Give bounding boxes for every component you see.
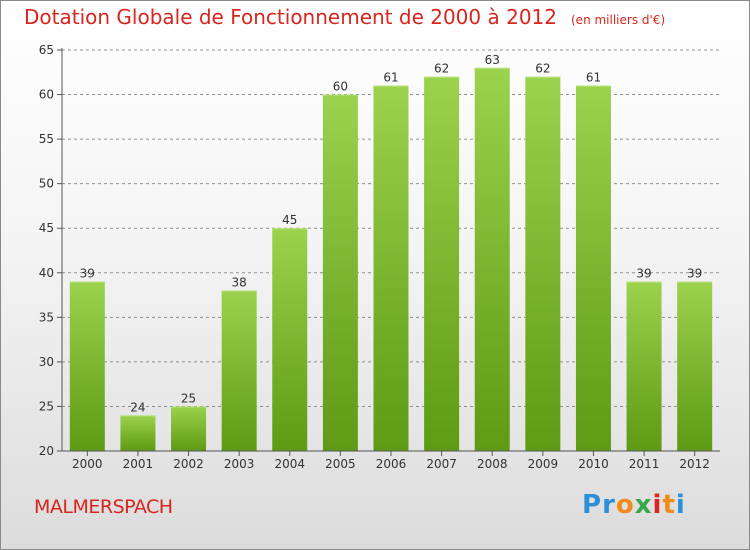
logo-letter: x xyxy=(634,490,653,520)
y-tick-label: 25 xyxy=(39,399,54,413)
x-tick-label: 2001 xyxy=(123,457,154,471)
y-tick-label: 30 xyxy=(39,355,54,369)
axes xyxy=(57,48,720,456)
bar xyxy=(525,76,561,451)
data-label: 62 xyxy=(535,62,550,76)
x-tick-label: 2005 xyxy=(325,457,356,471)
logo-letter: t xyxy=(662,490,676,520)
x-tick-label: 2012 xyxy=(679,457,710,471)
bar xyxy=(626,281,662,451)
bars xyxy=(69,67,713,452)
x-tick-label: 2004 xyxy=(274,457,305,471)
y-tick-label: 40 xyxy=(39,266,54,280)
logo-letter: r xyxy=(602,490,616,520)
proxiti-logo[interactable]: Proxiti xyxy=(582,490,686,520)
y-tick-label: 65 xyxy=(39,43,54,57)
data-label: 61 xyxy=(586,71,601,85)
logo-letter: i xyxy=(652,490,663,520)
bar xyxy=(373,85,409,452)
labels: 20 25 30 35 40 45 50 55 60 65 39 2000 24 2001 25 2002 38… xyxy=(39,43,710,471)
x-tick-label: 2008 xyxy=(477,457,508,471)
data-label: 45 xyxy=(282,213,297,227)
chart-title-text: Dotation Globale de Fonctionnement de 20… xyxy=(24,5,557,29)
bar xyxy=(322,94,358,452)
x-tick-label: 2006 xyxy=(376,457,407,471)
logo-letter: i xyxy=(675,490,686,520)
x-tick-label: 2003 xyxy=(224,457,255,471)
y-tick-label: 35 xyxy=(39,310,54,324)
x-tick-label: 2002 xyxy=(173,457,204,471)
bar xyxy=(69,281,105,451)
bar xyxy=(221,290,257,451)
bar xyxy=(424,76,460,451)
bar xyxy=(171,406,207,451)
x-tick-label: 2010 xyxy=(578,457,609,471)
data-label: 39 xyxy=(636,267,651,281)
city-name: MALMERSPACH xyxy=(34,496,173,518)
data-label: 60 xyxy=(333,80,348,94)
data-label: 39 xyxy=(687,267,702,281)
chart-subtitle: (en milliers d'€) xyxy=(571,13,666,27)
data-label: 62 xyxy=(434,62,449,76)
bar xyxy=(575,85,611,452)
y-tick-label: 55 xyxy=(39,132,54,146)
y-tick-label: 45 xyxy=(39,221,54,235)
x-tick-label: 2000 xyxy=(72,457,103,471)
x-tick-label: 2009 xyxy=(528,457,559,471)
chart-title: Dotation Globale de Fonctionnement de 20… xyxy=(24,5,665,29)
data-label: 61 xyxy=(383,71,398,85)
data-label: 25 xyxy=(181,391,196,405)
y-tick-label: 50 xyxy=(39,177,54,191)
y-tick-label: 60 xyxy=(39,88,54,102)
bar xyxy=(120,415,156,451)
data-label: 38 xyxy=(232,276,247,290)
bar xyxy=(272,228,308,451)
y-tick-label: 20 xyxy=(39,444,54,458)
logo-letter: P xyxy=(582,490,603,520)
bar xyxy=(474,67,510,452)
data-label: 39 xyxy=(80,267,95,281)
x-tick-label: 2007 xyxy=(426,457,457,471)
data-label: 24 xyxy=(130,400,145,414)
data-label: 63 xyxy=(485,53,500,67)
logo-letter: o xyxy=(615,490,635,520)
x-tick-label: 2011 xyxy=(629,457,660,471)
bar xyxy=(677,281,713,451)
